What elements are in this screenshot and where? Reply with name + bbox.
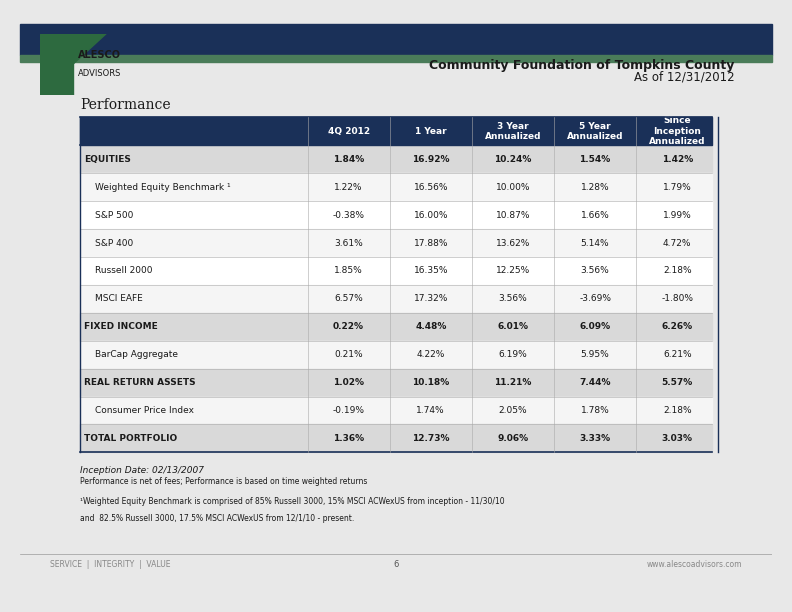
Text: 16.56%: 16.56% xyxy=(413,182,448,192)
Text: MSCI EAFE: MSCI EAFE xyxy=(95,294,143,304)
Bar xyxy=(40,34,73,95)
Text: Russell 2000: Russell 2000 xyxy=(95,266,153,275)
Text: -0.38%: -0.38% xyxy=(333,211,364,220)
Text: Performance: Performance xyxy=(80,98,170,112)
Text: -1.80%: -1.80% xyxy=(661,294,693,304)
Text: 6.19%: 6.19% xyxy=(498,350,527,359)
Text: 4.22%: 4.22% xyxy=(417,350,445,359)
Text: 3.56%: 3.56% xyxy=(581,266,610,275)
Text: -0.19%: -0.19% xyxy=(333,406,364,415)
Bar xyxy=(80,145,712,173)
Text: 3 Year
Annualized: 3 Year Annualized xyxy=(485,122,541,141)
Text: 10.00%: 10.00% xyxy=(496,182,530,192)
Bar xyxy=(20,56,772,62)
Text: 12.25%: 12.25% xyxy=(496,266,530,275)
Text: 5.95%: 5.95% xyxy=(581,350,610,359)
Text: 6.21%: 6.21% xyxy=(663,350,691,359)
Text: 17.88%: 17.88% xyxy=(413,239,448,247)
Text: Inception Date: 02/13/2007: Inception Date: 02/13/2007 xyxy=(80,466,204,476)
Text: Weighted Equity Benchmark ¹: Weighted Equity Benchmark ¹ xyxy=(95,182,230,192)
Text: 6.26%: 6.26% xyxy=(661,323,693,331)
Text: 5.14%: 5.14% xyxy=(581,239,609,247)
Text: Performance is net of fees; Performance is based on time weighted returns: Performance is net of fees; Performance … xyxy=(80,477,367,486)
Text: 1.42%: 1.42% xyxy=(661,155,693,164)
Text: 16.00%: 16.00% xyxy=(413,211,448,220)
Text: 6: 6 xyxy=(394,561,398,570)
Bar xyxy=(80,341,712,368)
Text: 1.79%: 1.79% xyxy=(663,182,691,192)
Text: 11.21%: 11.21% xyxy=(494,378,531,387)
Text: 1.54%: 1.54% xyxy=(580,155,611,164)
Bar xyxy=(80,118,712,145)
Text: 1 Year: 1 Year xyxy=(415,127,447,136)
Bar xyxy=(80,425,712,452)
Text: SERVICE  |  INTEGRITY  |  VALUE: SERVICE | INTEGRITY | VALUE xyxy=(50,561,170,570)
Text: Consumer Price Index: Consumer Price Index xyxy=(95,406,194,415)
Text: 1.78%: 1.78% xyxy=(581,406,610,415)
Text: BarCap Aggregate: BarCap Aggregate xyxy=(95,350,178,359)
Text: 6.09%: 6.09% xyxy=(580,323,611,331)
Text: 10.18%: 10.18% xyxy=(412,378,449,387)
Text: 1.74%: 1.74% xyxy=(417,406,445,415)
Text: 2.18%: 2.18% xyxy=(663,406,691,415)
Text: 1.22%: 1.22% xyxy=(334,182,363,192)
Text: 10.87%: 10.87% xyxy=(496,211,530,220)
Text: 1.85%: 1.85% xyxy=(334,266,363,275)
Text: 16.92%: 16.92% xyxy=(412,155,450,164)
Text: 3.61%: 3.61% xyxy=(334,239,363,247)
Text: 5.57%: 5.57% xyxy=(661,378,693,387)
Text: 4Q 2012: 4Q 2012 xyxy=(328,127,370,136)
Text: 13.62%: 13.62% xyxy=(496,239,530,247)
Text: 6.57%: 6.57% xyxy=(334,294,363,304)
Text: -3.69%: -3.69% xyxy=(579,294,611,304)
Text: FIXED INCOME: FIXED INCOME xyxy=(84,323,158,331)
Text: S&P 500: S&P 500 xyxy=(95,211,133,220)
Bar xyxy=(80,229,712,257)
Polygon shape xyxy=(73,34,106,64)
Text: 6.01%: 6.01% xyxy=(497,323,528,331)
Text: 1.02%: 1.02% xyxy=(333,378,364,387)
Text: 5 Year
Annualized: 5 Year Annualized xyxy=(567,122,623,141)
Bar xyxy=(80,368,712,397)
Text: ADVISORS: ADVISORS xyxy=(78,69,121,78)
Text: As of 12/31/2012: As of 12/31/2012 xyxy=(634,70,735,84)
Text: and  82.5% Russell 3000, 17.5% MSCI ACWexUS from 12/1/10 - present.: and 82.5% Russell 3000, 17.5% MSCI ACWex… xyxy=(80,513,354,523)
Text: 1.36%: 1.36% xyxy=(333,434,364,443)
Text: 10.24%: 10.24% xyxy=(494,155,531,164)
Text: 3.03%: 3.03% xyxy=(662,434,693,443)
Text: 12.73%: 12.73% xyxy=(412,434,450,443)
Text: 0.22%: 0.22% xyxy=(333,323,364,331)
Text: 1.99%: 1.99% xyxy=(663,211,691,220)
Text: 3.33%: 3.33% xyxy=(580,434,611,443)
Text: REAL RETURN ASSETS: REAL RETURN ASSETS xyxy=(84,378,196,387)
Text: EQUITIES: EQUITIES xyxy=(84,155,131,164)
Bar xyxy=(20,24,772,56)
Text: 0.21%: 0.21% xyxy=(334,350,363,359)
Text: 3.56%: 3.56% xyxy=(498,294,527,304)
Bar xyxy=(80,257,712,285)
Text: 9.06%: 9.06% xyxy=(497,434,528,443)
Text: 2.18%: 2.18% xyxy=(663,266,691,275)
Text: Community Foundation of Tompkins County: Community Foundation of Tompkins County xyxy=(429,59,735,72)
Text: www.alescoadvisors.com: www.alescoadvisors.com xyxy=(646,561,742,570)
Text: S&P 400: S&P 400 xyxy=(95,239,133,247)
Text: 1.66%: 1.66% xyxy=(581,211,610,220)
Bar xyxy=(80,285,712,313)
Text: 16.35%: 16.35% xyxy=(413,266,448,275)
Bar xyxy=(80,397,712,425)
Text: TOTAL PORTFOLIO: TOTAL PORTFOLIO xyxy=(84,434,177,443)
Bar xyxy=(80,173,712,201)
Text: 17.32%: 17.32% xyxy=(413,294,448,304)
Text: Since
Inception
Annualized: Since Inception Annualized xyxy=(649,116,706,146)
Text: 2.05%: 2.05% xyxy=(499,406,527,415)
Text: ¹Weighted Equity Benchmark is comprised of 85% Russell 3000, 15% MSCI ACWexUS fr: ¹Weighted Equity Benchmark is comprised … xyxy=(80,497,505,506)
Text: ALESCO: ALESCO xyxy=(78,50,120,60)
Bar xyxy=(80,313,712,341)
Text: 4.72%: 4.72% xyxy=(663,239,691,247)
Text: 1.28%: 1.28% xyxy=(581,182,609,192)
Bar xyxy=(80,201,712,229)
Text: 7.44%: 7.44% xyxy=(579,378,611,387)
Text: 1.84%: 1.84% xyxy=(333,155,364,164)
Text: 4.48%: 4.48% xyxy=(415,323,447,331)
